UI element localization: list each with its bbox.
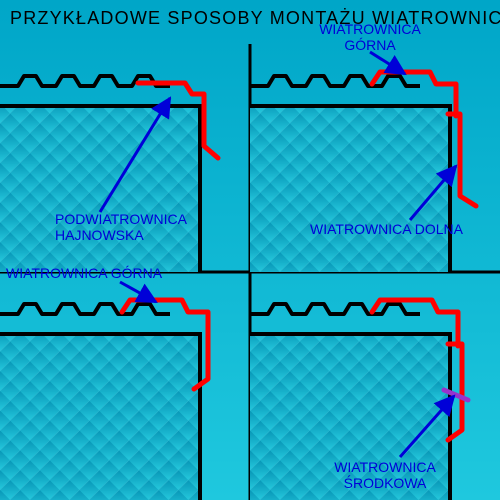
label-tr-bottom: WIATROWNICA DOLNA: [310, 221, 464, 237]
label-br: WIATROWNICAŚRODKOWA: [334, 459, 436, 491]
diagram-title: PRZYKŁADOWE SPOSOBY MONTAŻU WIATROWNIC: [10, 8, 500, 28]
wall-section: [0, 334, 200, 500]
wall-section: [0, 106, 200, 272]
label-bl: WIATROWNICA GÓRNA: [6, 265, 163, 281]
panel-top-left: PODWIATROWNICAHAJNOWSKA: [0, 76, 218, 272]
wall-section: [250, 106, 450, 272]
